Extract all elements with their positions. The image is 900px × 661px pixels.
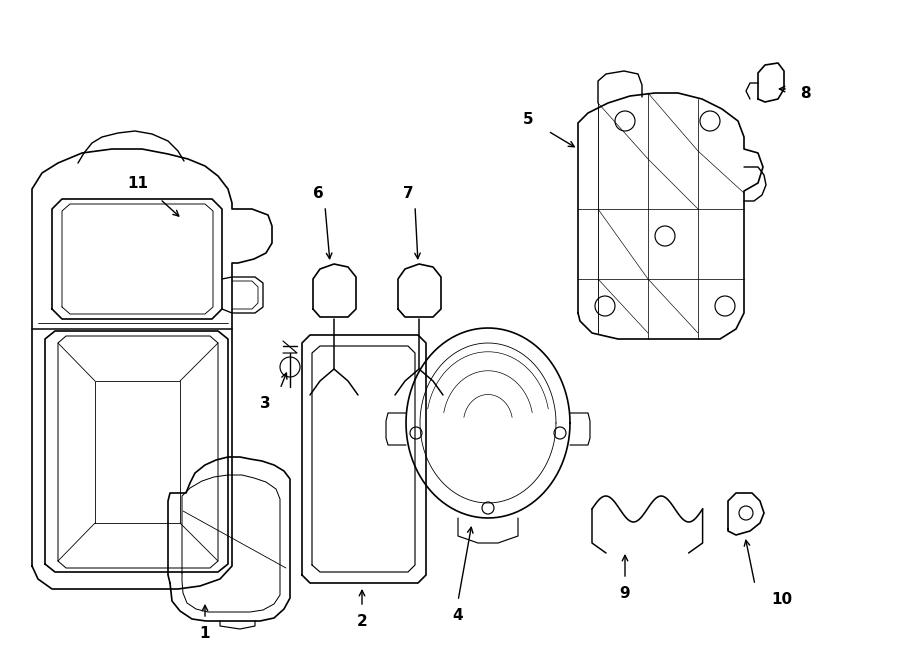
Text: 5: 5 — [523, 112, 534, 126]
Text: 4: 4 — [453, 609, 464, 623]
Text: 2: 2 — [356, 613, 367, 629]
Text: 10: 10 — [771, 592, 793, 607]
Text: 8: 8 — [800, 85, 810, 100]
Text: 3: 3 — [260, 395, 270, 410]
Text: 6: 6 — [312, 186, 323, 200]
Text: 7: 7 — [402, 186, 413, 200]
Text: 1: 1 — [200, 625, 211, 641]
Text: 11: 11 — [128, 176, 148, 190]
Text: 9: 9 — [620, 586, 630, 600]
